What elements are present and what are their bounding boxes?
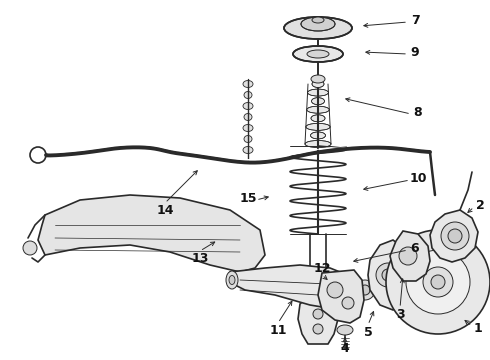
Polygon shape — [390, 231, 430, 281]
Ellipse shape — [244, 91, 252, 99]
Text: 5: 5 — [364, 325, 372, 338]
Ellipse shape — [244, 113, 252, 121]
Ellipse shape — [312, 98, 324, 105]
Text: 15: 15 — [239, 192, 257, 204]
Ellipse shape — [301, 17, 335, 31]
Ellipse shape — [311, 132, 325, 139]
Ellipse shape — [307, 50, 329, 58]
Text: 6: 6 — [411, 242, 419, 255]
Polygon shape — [38, 195, 265, 272]
Polygon shape — [298, 294, 338, 344]
Ellipse shape — [308, 89, 328, 96]
Circle shape — [313, 324, 323, 334]
Circle shape — [355, 280, 375, 300]
Text: 1: 1 — [474, 321, 482, 334]
Text: 2: 2 — [476, 198, 485, 212]
Circle shape — [431, 275, 445, 289]
Text: 9: 9 — [411, 45, 419, 59]
Text: 14: 14 — [156, 203, 174, 216]
Circle shape — [342, 297, 354, 309]
Ellipse shape — [306, 123, 330, 130]
Ellipse shape — [337, 325, 353, 335]
Text: 11: 11 — [269, 324, 287, 337]
Polygon shape — [430, 210, 478, 262]
Ellipse shape — [312, 17, 324, 23]
Circle shape — [382, 269, 394, 281]
Ellipse shape — [226, 271, 238, 289]
Ellipse shape — [311, 115, 325, 122]
Ellipse shape — [244, 135, 252, 143]
Circle shape — [376, 263, 400, 287]
Ellipse shape — [312, 81, 324, 87]
Circle shape — [386, 230, 490, 334]
Ellipse shape — [243, 103, 253, 109]
Text: 3: 3 — [396, 309, 404, 321]
Ellipse shape — [243, 147, 253, 153]
Text: 7: 7 — [411, 14, 419, 27]
Text: 8: 8 — [414, 105, 422, 118]
Text: 12: 12 — [313, 261, 331, 274]
Circle shape — [423, 267, 453, 297]
Polygon shape — [318, 270, 364, 323]
Circle shape — [313, 309, 323, 319]
Ellipse shape — [307, 106, 329, 113]
Circle shape — [23, 241, 37, 255]
Circle shape — [406, 250, 470, 314]
Ellipse shape — [229, 275, 235, 284]
Polygon shape — [368, 240, 410, 310]
Ellipse shape — [243, 81, 253, 87]
Ellipse shape — [284, 17, 352, 39]
Ellipse shape — [305, 140, 331, 148]
Ellipse shape — [311, 75, 325, 83]
Text: 4: 4 — [341, 342, 349, 355]
Circle shape — [399, 247, 417, 265]
Text: 10: 10 — [409, 171, 427, 185]
Circle shape — [327, 282, 343, 298]
Text: 13: 13 — [191, 252, 209, 265]
Circle shape — [448, 229, 462, 243]
Circle shape — [360, 285, 370, 295]
Ellipse shape — [243, 125, 253, 131]
Polygon shape — [228, 265, 365, 310]
Circle shape — [441, 222, 469, 250]
Ellipse shape — [293, 46, 343, 62]
